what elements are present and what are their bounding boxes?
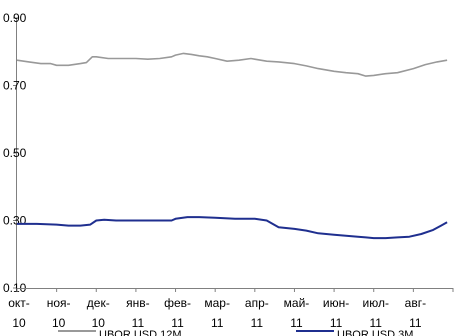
x-tick-label-month: апр- [245, 296, 269, 310]
x-tick-label-year: 11 [290, 316, 303, 330]
series-line [16, 52, 448, 77]
x-tick-label-month: мар- [204, 296, 230, 310]
legend: UBOR USD 12M UBOR USD 3M [58, 329, 413, 336]
y-tick-label: 0.90 [3, 11, 27, 25]
x-tick-label-year: 11 [409, 316, 422, 330]
y-tick-label: 0.50 [3, 146, 27, 160]
y-axis: 0.90 0.70 0.50 0.30 0.10 [3, 11, 27, 295]
x-tick-label-month: май- [284, 296, 310, 310]
x-tick-label-month: июн- [323, 296, 349, 310]
x-tick-label-year: 11 [171, 316, 184, 330]
y-tick-label: 0.10 [3, 281, 27, 295]
legend-label: UBOR USD 3M [337, 329, 413, 336]
x-tick-label-month: ноя- [47, 296, 71, 310]
plot-area [16, 52, 448, 240]
x-tick-label-year: 10 [12, 316, 26, 330]
x-tick-label-month: дек- [87, 296, 110, 310]
x-tick-label-month: июл- [363, 296, 389, 310]
x-tick-label-year: 10 [52, 316, 66, 330]
x-tick-label-month: авг- [405, 296, 426, 310]
series-line [17, 216, 448, 240]
x-tick-label-year: 11 [251, 316, 264, 330]
x-tick-label-year: 11 [369, 316, 382, 330]
legend-label: UBOR USD 12M [99, 329, 182, 336]
x-axis: окт- 10 ноя- 10 дек- 10 янв- 11 фев- 11 мар- 11 апр-… [8, 288, 454, 330]
x-tick-label-year: 11 [211, 316, 224, 330]
x-tick-label-year: 10 [92, 316, 106, 330]
x-tick-label-month: янв- [126, 296, 150, 310]
x-tick-label-year: 11 [330, 316, 343, 330]
x-tick-label-year: 11 [132, 316, 145, 330]
y-tick-label: 0.30 [3, 214, 27, 228]
x-tick-label-month: окт- [8, 296, 30, 310]
x-tick-label-month: фев- [164, 296, 191, 310]
y-tick-label: 0.70 [3, 79, 27, 93]
